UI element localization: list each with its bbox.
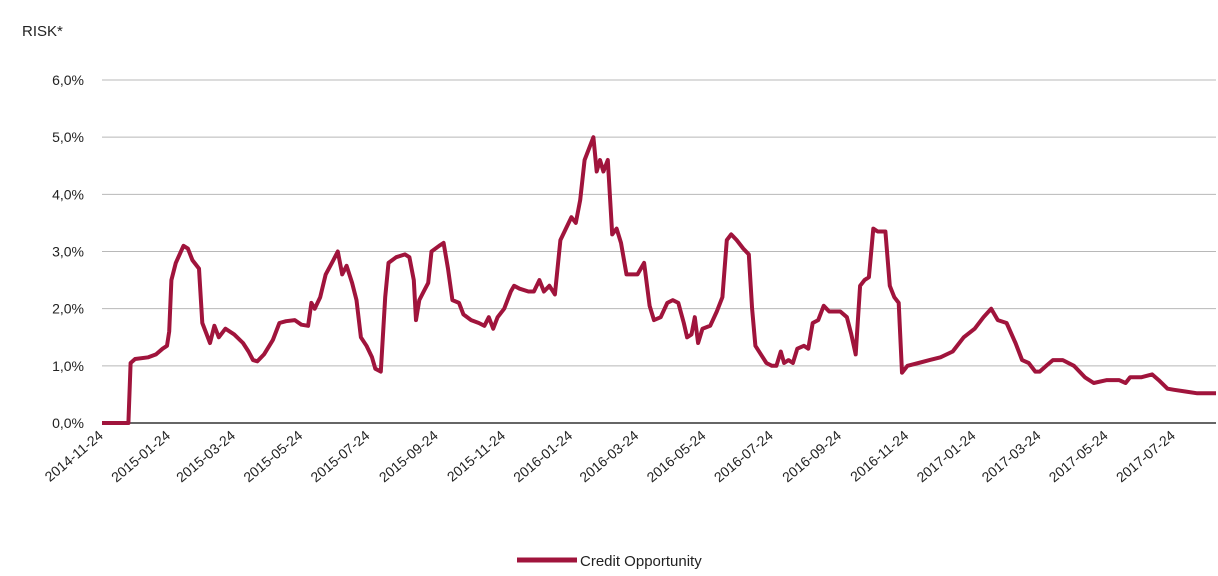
y-tick-label: 3,0% <box>52 244 84 260</box>
x-tick-label: 2017-07-24 <box>1113 427 1178 485</box>
x-tick-label: 2016-07-24 <box>711 427 776 485</box>
series-line-credit-opportunity <box>102 135 1216 425</box>
x-tick-label: 2016-05-24 <box>644 427 709 485</box>
y-axis-label: RISK* <box>22 23 63 40</box>
x-tick-label: 2017-05-24 <box>1046 427 1111 485</box>
x-tick-label: 2014-11-24 <box>42 427 107 485</box>
y-tick-label: 5,0% <box>52 129 84 145</box>
legend-label-credit-opportunity: Credit Opportunity <box>580 553 702 570</box>
x-tick-label: 2015-09-24 <box>376 427 441 485</box>
x-tick-labels: 2014-11-24 2015-01-24 2015-03-24 2015-05-24… <box>42 427 1179 485</box>
x-tick-label: 2016-01-24 <box>510 427 575 485</box>
x-tick-label: 2015-11-24 <box>444 427 509 485</box>
series-layer <box>102 135 1216 425</box>
x-tick-label: 2016-03-24 <box>576 427 641 485</box>
y-tick-label: 6,0% <box>52 72 84 88</box>
y-tick-label: 1,0% <box>52 358 84 374</box>
x-tick-label: 2016-09-24 <box>779 427 844 485</box>
gridlines <box>102 79 1216 424</box>
y-tick-label: 4,0% <box>52 186 84 202</box>
x-tick-label: 2015-07-24 <box>307 427 372 485</box>
x-tick-label: 2017-01-24 <box>913 427 978 485</box>
y-tick-label: 2,0% <box>52 301 84 317</box>
x-tick-label: 2015-03-24 <box>173 427 238 485</box>
x-tick-label: 2015-05-24 <box>240 427 305 485</box>
y-tick-label: 0,0% <box>52 415 84 431</box>
x-tick-label: 2015-01-24 <box>108 427 173 485</box>
x-tick-label: 2017-03-24 <box>978 427 1043 485</box>
legend: Credit Opportunity <box>517 553 702 570</box>
y-tick-labels: 0,0% 1,0% 2,0% 3,0% 4,0% 5,0% 6,0% <box>52 72 84 431</box>
x-tick-label: 2016-11-24 <box>847 427 912 485</box>
